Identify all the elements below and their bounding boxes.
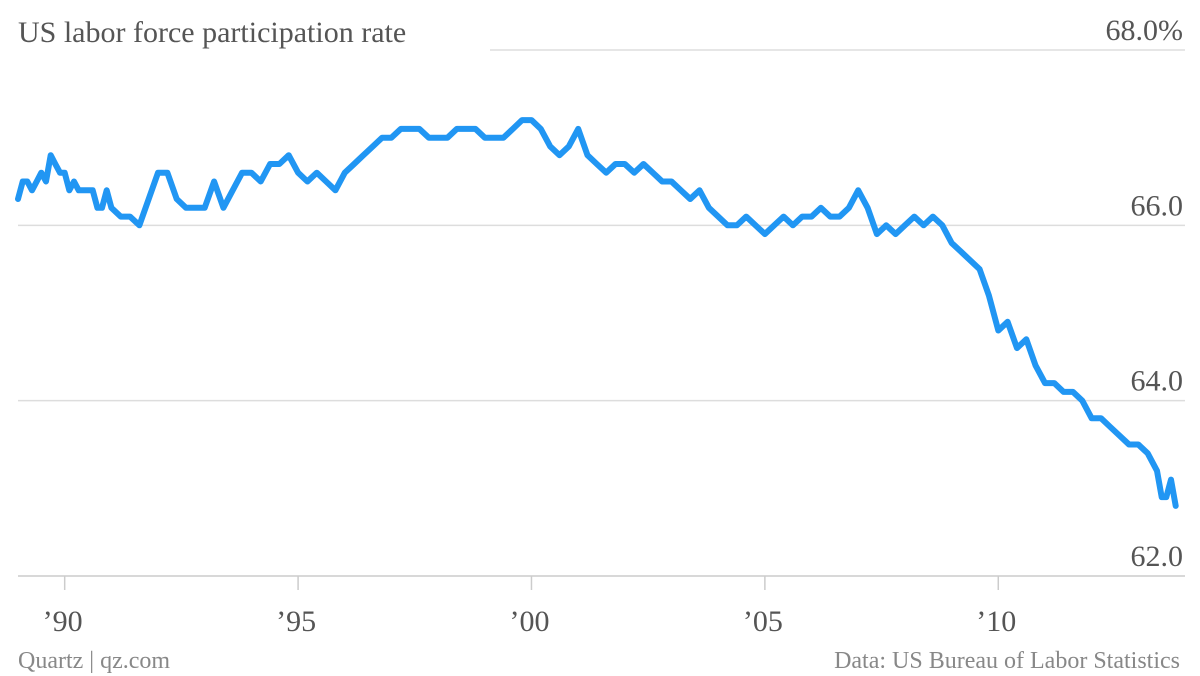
y-tick-labels: 62.0 64.0 66.0 68.0% [1106, 14, 1184, 573]
footer-source-left: Quartz | qz.com [18, 648, 170, 674]
chart-title: US labor force participation rate [18, 16, 406, 49]
x-tick-label: ’95 [276, 605, 316, 638]
gridlines [18, 49, 1185, 577]
x-tick-label: ’05 [743, 605, 783, 638]
y-tick-label: 64.0 [1131, 365, 1184, 398]
x-tick-label: ’00 [509, 605, 549, 638]
series-line-0 [15, 117, 1179, 509]
y-tick-label: 62.0 [1131, 540, 1184, 573]
y-tick-label: 68.0% [1106, 14, 1184, 47]
x-tick-label: ’10 [976, 605, 1016, 638]
x-tick-label: ’90 [43, 605, 83, 638]
x-tick-labels: ’90 ’95 ’00 ’05 ’10 [43, 576, 1016, 638]
y-tick-label: 66.0 [1131, 189, 1184, 222]
series-layer [15, 117, 1179, 509]
footer-source-right: Data: US Bureau of Labor Statistics [834, 648, 1180, 674]
